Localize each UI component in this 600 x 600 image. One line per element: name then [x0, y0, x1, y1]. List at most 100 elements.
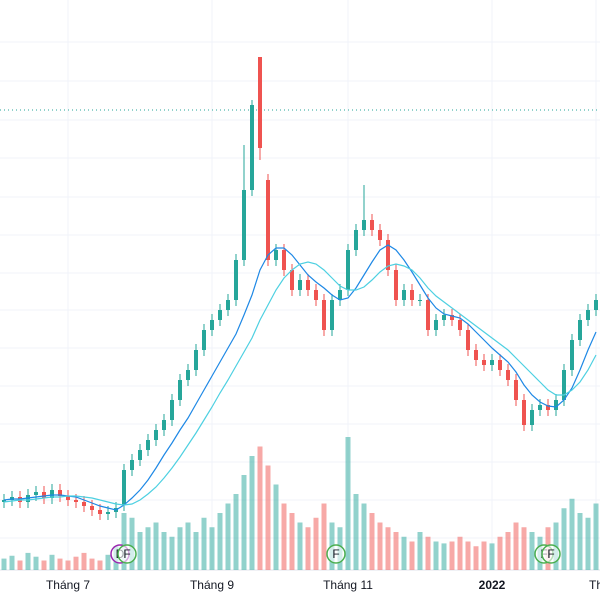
volume-bar [177, 527, 183, 570]
candle-body [538, 405, 542, 410]
volume-bar [393, 532, 399, 570]
candle-body [2, 500, 6, 502]
event-label: F [332, 547, 339, 561]
candle-body [490, 360, 494, 365]
volume-bar [585, 517, 591, 570]
volume-bar [105, 554, 111, 570]
candle-body [442, 315, 446, 320]
x-tick-label: 2022 [479, 578, 506, 592]
candle-body [594, 300, 598, 310]
candle-body [146, 440, 150, 450]
x-tick-label: Th [589, 578, 600, 592]
candle-body [138, 450, 142, 460]
moving-average-line [3, 261, 597, 506]
volume-bar [465, 541, 471, 570]
candle-body [554, 400, 558, 410]
volume-bar [521, 527, 527, 570]
candle-body [130, 460, 134, 470]
volume-bar [505, 532, 511, 570]
candle-body [202, 330, 206, 350]
candle-body [586, 310, 590, 320]
volume-bar [593, 503, 599, 570]
candle-body [282, 250, 286, 270]
candle-body [314, 290, 318, 300]
volume-bar [257, 446, 263, 570]
volume-bar [433, 541, 439, 570]
volume-bar [185, 522, 191, 570]
candle-body [530, 410, 534, 425]
volume-bar [57, 558, 63, 570]
volume-bar [481, 541, 487, 570]
candle-body [338, 290, 342, 300]
candle-body [418, 300, 422, 301]
volume-bar [49, 554, 55, 570]
volume-bar [425, 536, 431, 570]
event-label: F [123, 547, 130, 561]
volume-bar [289, 513, 295, 570]
x-tick-label: Tháng 7 [46, 578, 90, 592]
candle-body [210, 320, 214, 330]
volume-bar [137, 532, 143, 570]
candle-body [578, 320, 582, 340]
candle-body [226, 300, 230, 310]
volume-bar [25, 552, 31, 570]
candle-body [498, 360, 502, 370]
candle-body [290, 270, 294, 290]
volume-bar [81, 552, 87, 570]
candle-body [322, 300, 326, 330]
volume-bar [401, 536, 407, 570]
volume-bar [457, 536, 463, 570]
candle-body [570, 340, 574, 370]
candle-body [170, 400, 174, 420]
candle-body [434, 320, 438, 330]
candle-body [258, 57, 262, 148]
volume-bar [233, 494, 239, 570]
candle-body [42, 492, 46, 498]
candle-body [58, 490, 62, 496]
volume-bar [153, 522, 159, 570]
volume-bar [169, 536, 175, 570]
volume-bar [273, 484, 279, 570]
volume-bar [529, 532, 535, 570]
candle-body [362, 220, 366, 230]
volume-bar [377, 522, 383, 570]
volume-bar [369, 513, 375, 570]
event-marker [541, 544, 561, 564]
candle-body [82, 502, 86, 506]
volume-bar [121, 513, 127, 570]
volume-bar [489, 543, 495, 570]
volume-bar [33, 556, 39, 570]
volume-bar [249, 456, 255, 570]
volume-bar [1, 558, 7, 570]
volume-bar [313, 517, 319, 570]
candle-body [474, 350, 478, 360]
candle-body [546, 405, 550, 410]
candle-body [298, 280, 302, 290]
candle-body [194, 350, 198, 370]
volume-bar [161, 532, 167, 570]
volume-bar [129, 517, 135, 570]
candle-body [50, 490, 54, 498]
volume-bar [417, 532, 423, 570]
volume-bar [409, 541, 415, 570]
candle-body [514, 380, 518, 400]
volume-bar [97, 560, 103, 570]
candle-body [154, 430, 158, 440]
event-marker [326, 544, 346, 564]
candle-body [306, 280, 310, 290]
candle-body [186, 370, 190, 380]
volume-bar [73, 556, 79, 570]
volume-bar [241, 475, 247, 570]
volume-bar [201, 517, 207, 570]
candle-body [162, 420, 166, 430]
candle-body [218, 310, 222, 320]
candle-body [74, 500, 78, 502]
volume-bar [353, 494, 359, 570]
candle-body [466, 330, 470, 350]
candle-body [378, 230, 382, 240]
volume-bar [217, 513, 223, 570]
candle-body [506, 370, 510, 380]
volume-bar [225, 503, 231, 570]
candle-body [562, 370, 566, 400]
